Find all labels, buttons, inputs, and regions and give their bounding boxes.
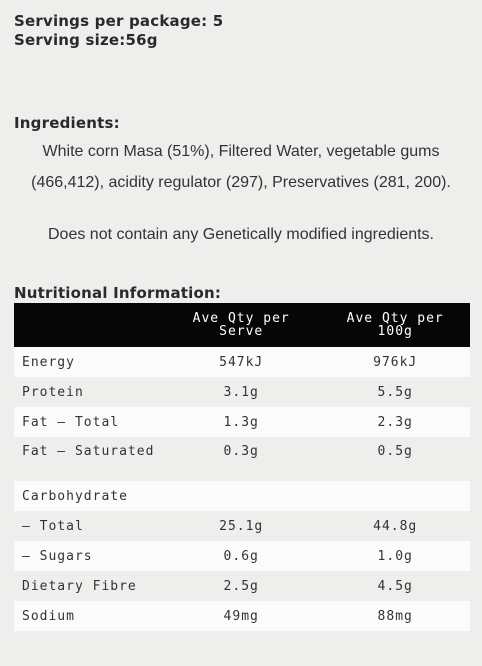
per-100g-value: 976kJ <box>373 354 418 370</box>
table-row: Energy 547kJ 976kJ <box>14 347 470 377</box>
ingredients-text: White corn Masa (51%), Filtered Water, v… <box>31 143 451 191</box>
table-row: Protein 3.1g 5.5g <box>14 377 470 407</box>
per-serve-value: 49mg <box>223 608 259 624</box>
per-serve-value: 2.5g <box>223 578 259 594</box>
nutrient-label: Energy <box>22 354 75 370</box>
table-row: Fat – Saturated 0.3g 0.5g <box>14 437 470 481</box>
per-100g-value <box>320 481 470 511</box>
per-100g-value: 2.3g <box>377 414 413 430</box>
per-serve-value: 0.6g <box>223 548 259 564</box>
nutrition-header-row: Ave Qty per Serve Ave Qty per 100g <box>14 303 470 347</box>
table-row: Carbohydrate <box>14 481 470 511</box>
nutrient-label: Carbohydrate <box>22 488 128 504</box>
nutrient-label: Fat – Saturated <box>22 444 155 459</box>
ingredients-title: Ingredients: <box>14 114 120 132</box>
nutrient-label: Fat – Total <box>22 414 120 430</box>
header-per-100g: Ave Qty per 100g <box>346 311 444 339</box>
per-serve-value: 1.3g <box>223 414 259 430</box>
gmo-note: Does not contain any Genetically modifie… <box>48 226 434 243</box>
header-blank <box>14 303 162 347</box>
per-serve-value: 3.1g <box>223 384 259 400</box>
per-100g-value: 88mg <box>377 608 413 624</box>
table-row: Fat – Total 1.3g 2.3g <box>14 407 470 437</box>
table-row: Dietary Fibre 2.5g 4.5g <box>14 571 470 601</box>
per-100g-value: 44.8g <box>373 518 418 534</box>
servings-per-package: Servings per package: 5 <box>14 12 224 30</box>
table-row: Sodium 49mg 88mg <box>14 601 470 631</box>
per-100g-value: 1.0g <box>377 548 413 564</box>
table-row-empty <box>14 631 470 661</box>
per-100g-value: 4.5g <box>377 578 413 594</box>
per-serve-value <box>162 481 320 511</box>
table-row: – Sugars 0.6g 1.0g <box>14 541 470 571</box>
per-serve-value: 547kJ <box>219 354 264 370</box>
per-100g-value: 0.5g <box>377 444 413 459</box>
servings-info: Servings per package: 5 Serving size:56g <box>14 12 223 50</box>
nutrient-label: – Sugars <box>22 548 93 564</box>
nutrition-table: Ave Qty per Serve Ave Qty per 100g Energ… <box>14 303 470 661</box>
per-serve-value: 25.1g <box>219 518 264 534</box>
nutrient-label: Sodium <box>22 608 75 624</box>
per-serve-value: 0.3g <box>223 444 259 459</box>
nutrient-label: Dietary Fibre <box>22 578 137 594</box>
nutrient-label: Protein <box>22 384 84 400</box>
table-row: – Total 25.1g 44.8g <box>14 511 470 541</box>
serving-size: Serving size:56g <box>14 31 158 49</box>
nutrient-label: – Total <box>22 518 84 534</box>
nutrition-title: Nutritional Information: <box>14 284 222 302</box>
header-per-serve: Ave Qty per Serve <box>192 311 290 339</box>
per-100g-value: 5.5g <box>377 384 413 400</box>
